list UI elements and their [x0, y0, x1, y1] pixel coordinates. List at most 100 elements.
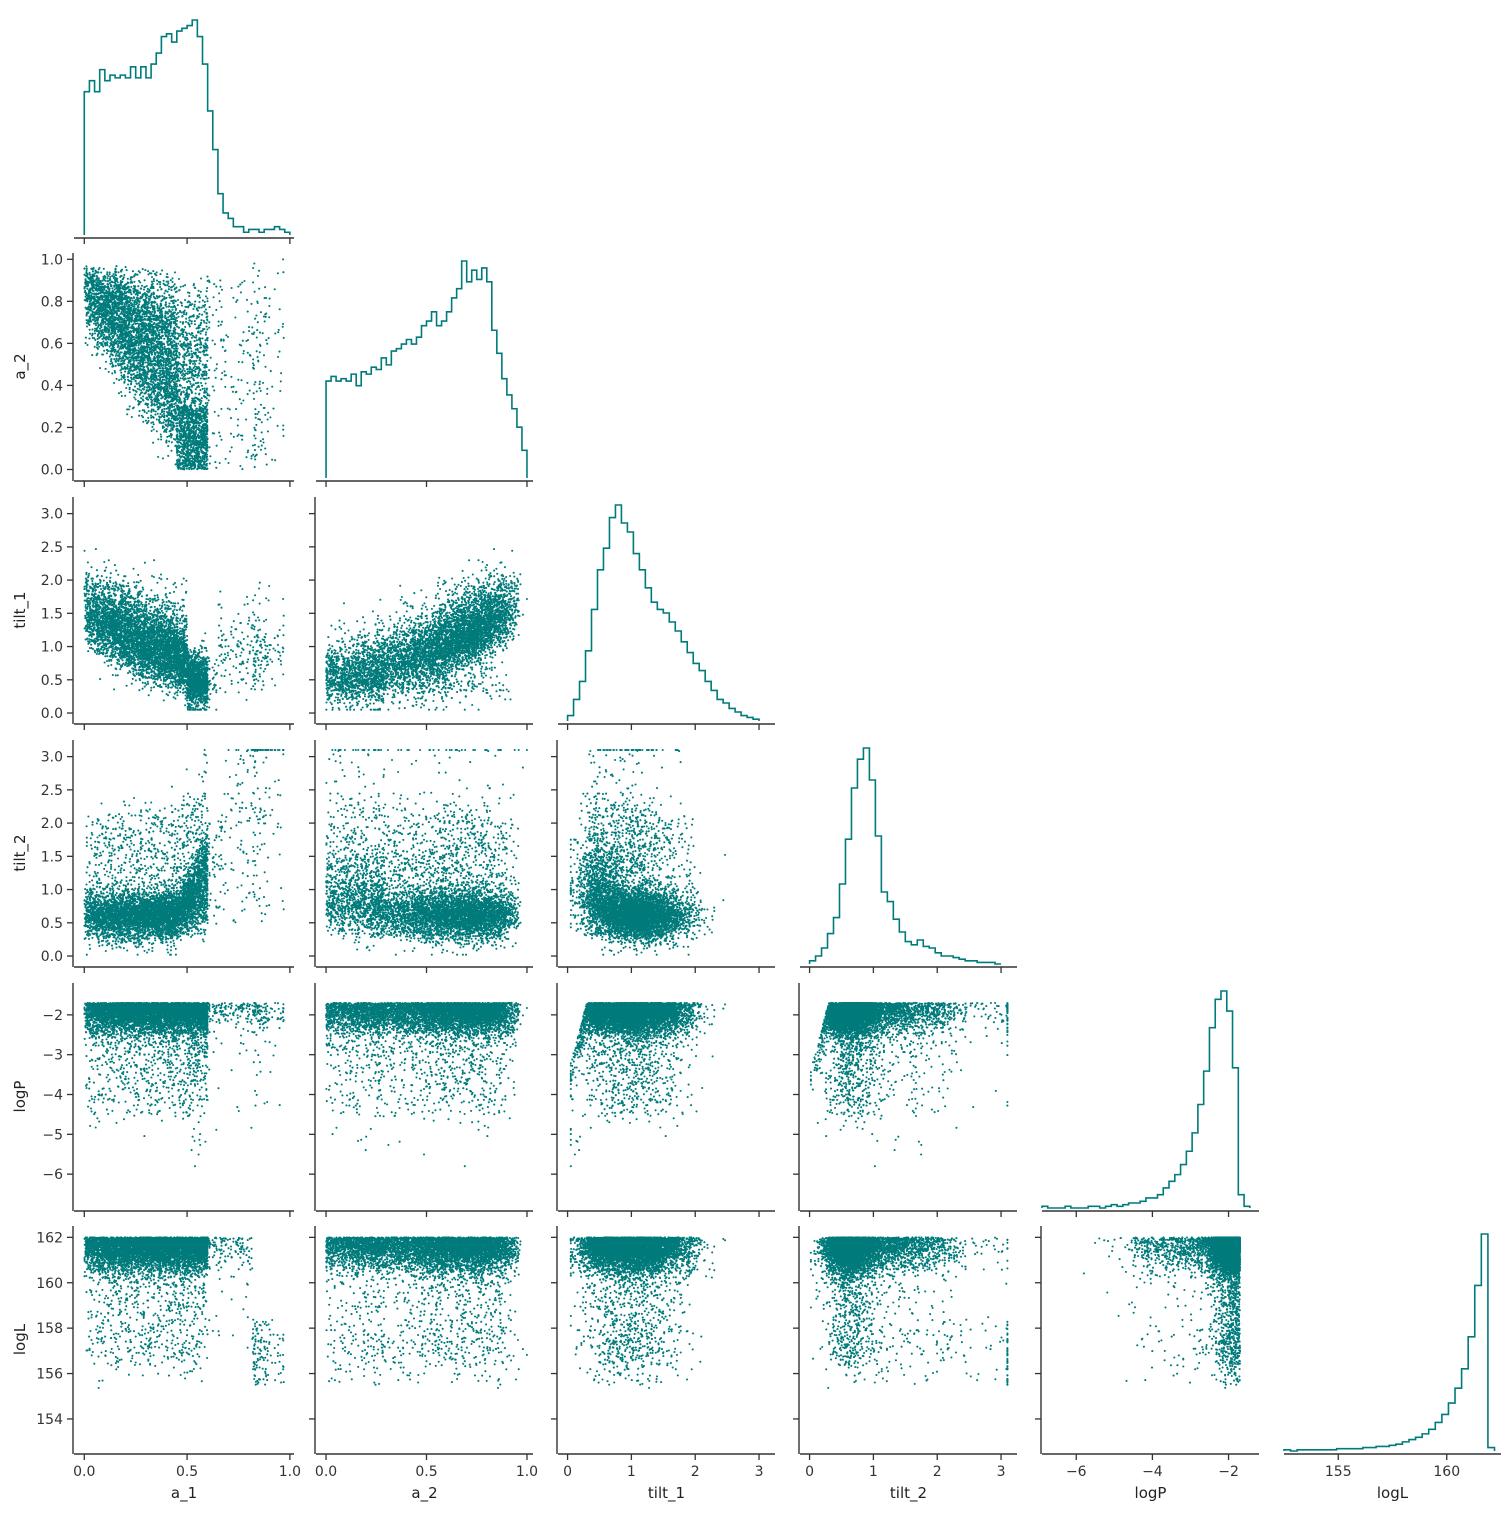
scatter-point — [158, 394, 160, 396]
scatter-point — [89, 272, 91, 274]
scatter-point — [177, 299, 179, 301]
scatter-point — [266, 388, 268, 390]
scatter-point — [200, 333, 202, 335]
scatter-point — [259, 381, 261, 383]
scatter-point — [160, 422, 162, 424]
scatter-point — [262, 438, 264, 440]
scatter-a_2-vs-a_1 — [83, 258, 284, 470]
scatter-point — [189, 366, 191, 368]
scatter-point — [256, 329, 258, 331]
scatter-point — [282, 258, 284, 260]
scatter-point — [205, 334, 207, 336]
scatter-point — [253, 435, 255, 437]
scatter-point — [206, 300, 208, 302]
scatter-point — [109, 356, 111, 358]
scatter-point — [216, 445, 218, 447]
scatter-point — [86, 267, 88, 269]
scatter-point — [170, 436, 172, 438]
scatter-point — [252, 358, 254, 360]
scatter-point — [180, 286, 182, 288]
scatter-point — [186, 334, 188, 336]
scatter-point — [224, 361, 226, 363]
scatter-point — [153, 280, 155, 282]
scatter-point — [194, 363, 196, 365]
scatter-point — [215, 368, 217, 370]
scatter-point — [264, 414, 266, 416]
scatter-point — [277, 272, 279, 274]
scatter-point — [133, 281, 135, 283]
scatter-point — [106, 352, 108, 354]
scatter-point — [169, 371, 171, 373]
scatter-point — [241, 468, 243, 470]
scatter-point — [157, 305, 159, 307]
scatter-point — [160, 438, 162, 440]
scatter-point — [124, 358, 126, 360]
scatter-point — [254, 381, 256, 383]
scatter-point — [152, 311, 154, 313]
scatter-point — [263, 316, 265, 318]
scatter-point — [185, 321, 187, 323]
scatter-point — [115, 265, 117, 267]
scatter-point — [208, 327, 210, 329]
scatter-point — [167, 306, 169, 308]
scatter-point — [111, 275, 113, 277]
scatter-point — [198, 313, 200, 315]
scatter-point — [227, 407, 229, 409]
scatter-point — [152, 442, 154, 444]
scatter-point — [218, 321, 220, 323]
scatter-point — [200, 277, 202, 279]
scatter-point — [126, 408, 128, 410]
scatter-point — [194, 323, 196, 325]
scatter-point — [253, 331, 255, 333]
scatter-point — [274, 288, 276, 290]
scatter-point — [282, 424, 284, 426]
scatter-point — [212, 339, 214, 341]
scatter-point — [212, 314, 214, 316]
scatter-point — [200, 400, 202, 402]
scatter-point — [133, 303, 135, 305]
scatter-point — [204, 301, 206, 303]
scatter-point — [232, 297, 234, 299]
scatter-point — [201, 385, 203, 387]
scatter-point — [192, 400, 194, 402]
scatter-point — [120, 391, 122, 393]
scatter-point — [166, 408, 168, 410]
scatter-point — [177, 312, 179, 314]
scatter-point — [184, 370, 186, 372]
scatter-point — [208, 369, 210, 371]
scatter-point — [207, 393, 209, 395]
scatter-point — [263, 407, 265, 409]
scatter-point — [256, 390, 258, 392]
scatter-point — [241, 439, 243, 441]
scatter-point — [258, 446, 260, 448]
scatter-point — [237, 418, 239, 420]
scatter-point — [159, 283, 161, 285]
scatter-point — [96, 347, 98, 349]
scatter-point — [142, 400, 144, 402]
scatter-point — [193, 367, 195, 369]
scatter-point — [208, 377, 210, 379]
scatter-point — [195, 392, 197, 394]
scatter-point — [151, 430, 153, 432]
scatter-point — [262, 382, 264, 384]
scatter-point — [206, 377, 208, 379]
scatter-point — [190, 383, 192, 385]
scatter-point — [233, 436, 235, 438]
scatter-point — [92, 319, 94, 321]
scatter-point — [277, 425, 279, 427]
scatter-point — [175, 309, 177, 311]
scatter-point — [229, 408, 231, 410]
scatter-point — [204, 339, 206, 341]
scatter-point — [143, 366, 145, 368]
scatter-point — [219, 435, 221, 437]
scatter-point — [206, 387, 208, 389]
scatter-point — [245, 456, 247, 458]
scatter-point — [261, 431, 263, 433]
scatter-point — [153, 278, 155, 280]
scatter-point — [130, 377, 132, 379]
scatter-point — [274, 459, 276, 461]
scatter-point — [270, 370, 272, 372]
scatter-point — [155, 410, 157, 412]
scatter-point — [255, 429, 257, 431]
scatter-point — [147, 417, 149, 419]
